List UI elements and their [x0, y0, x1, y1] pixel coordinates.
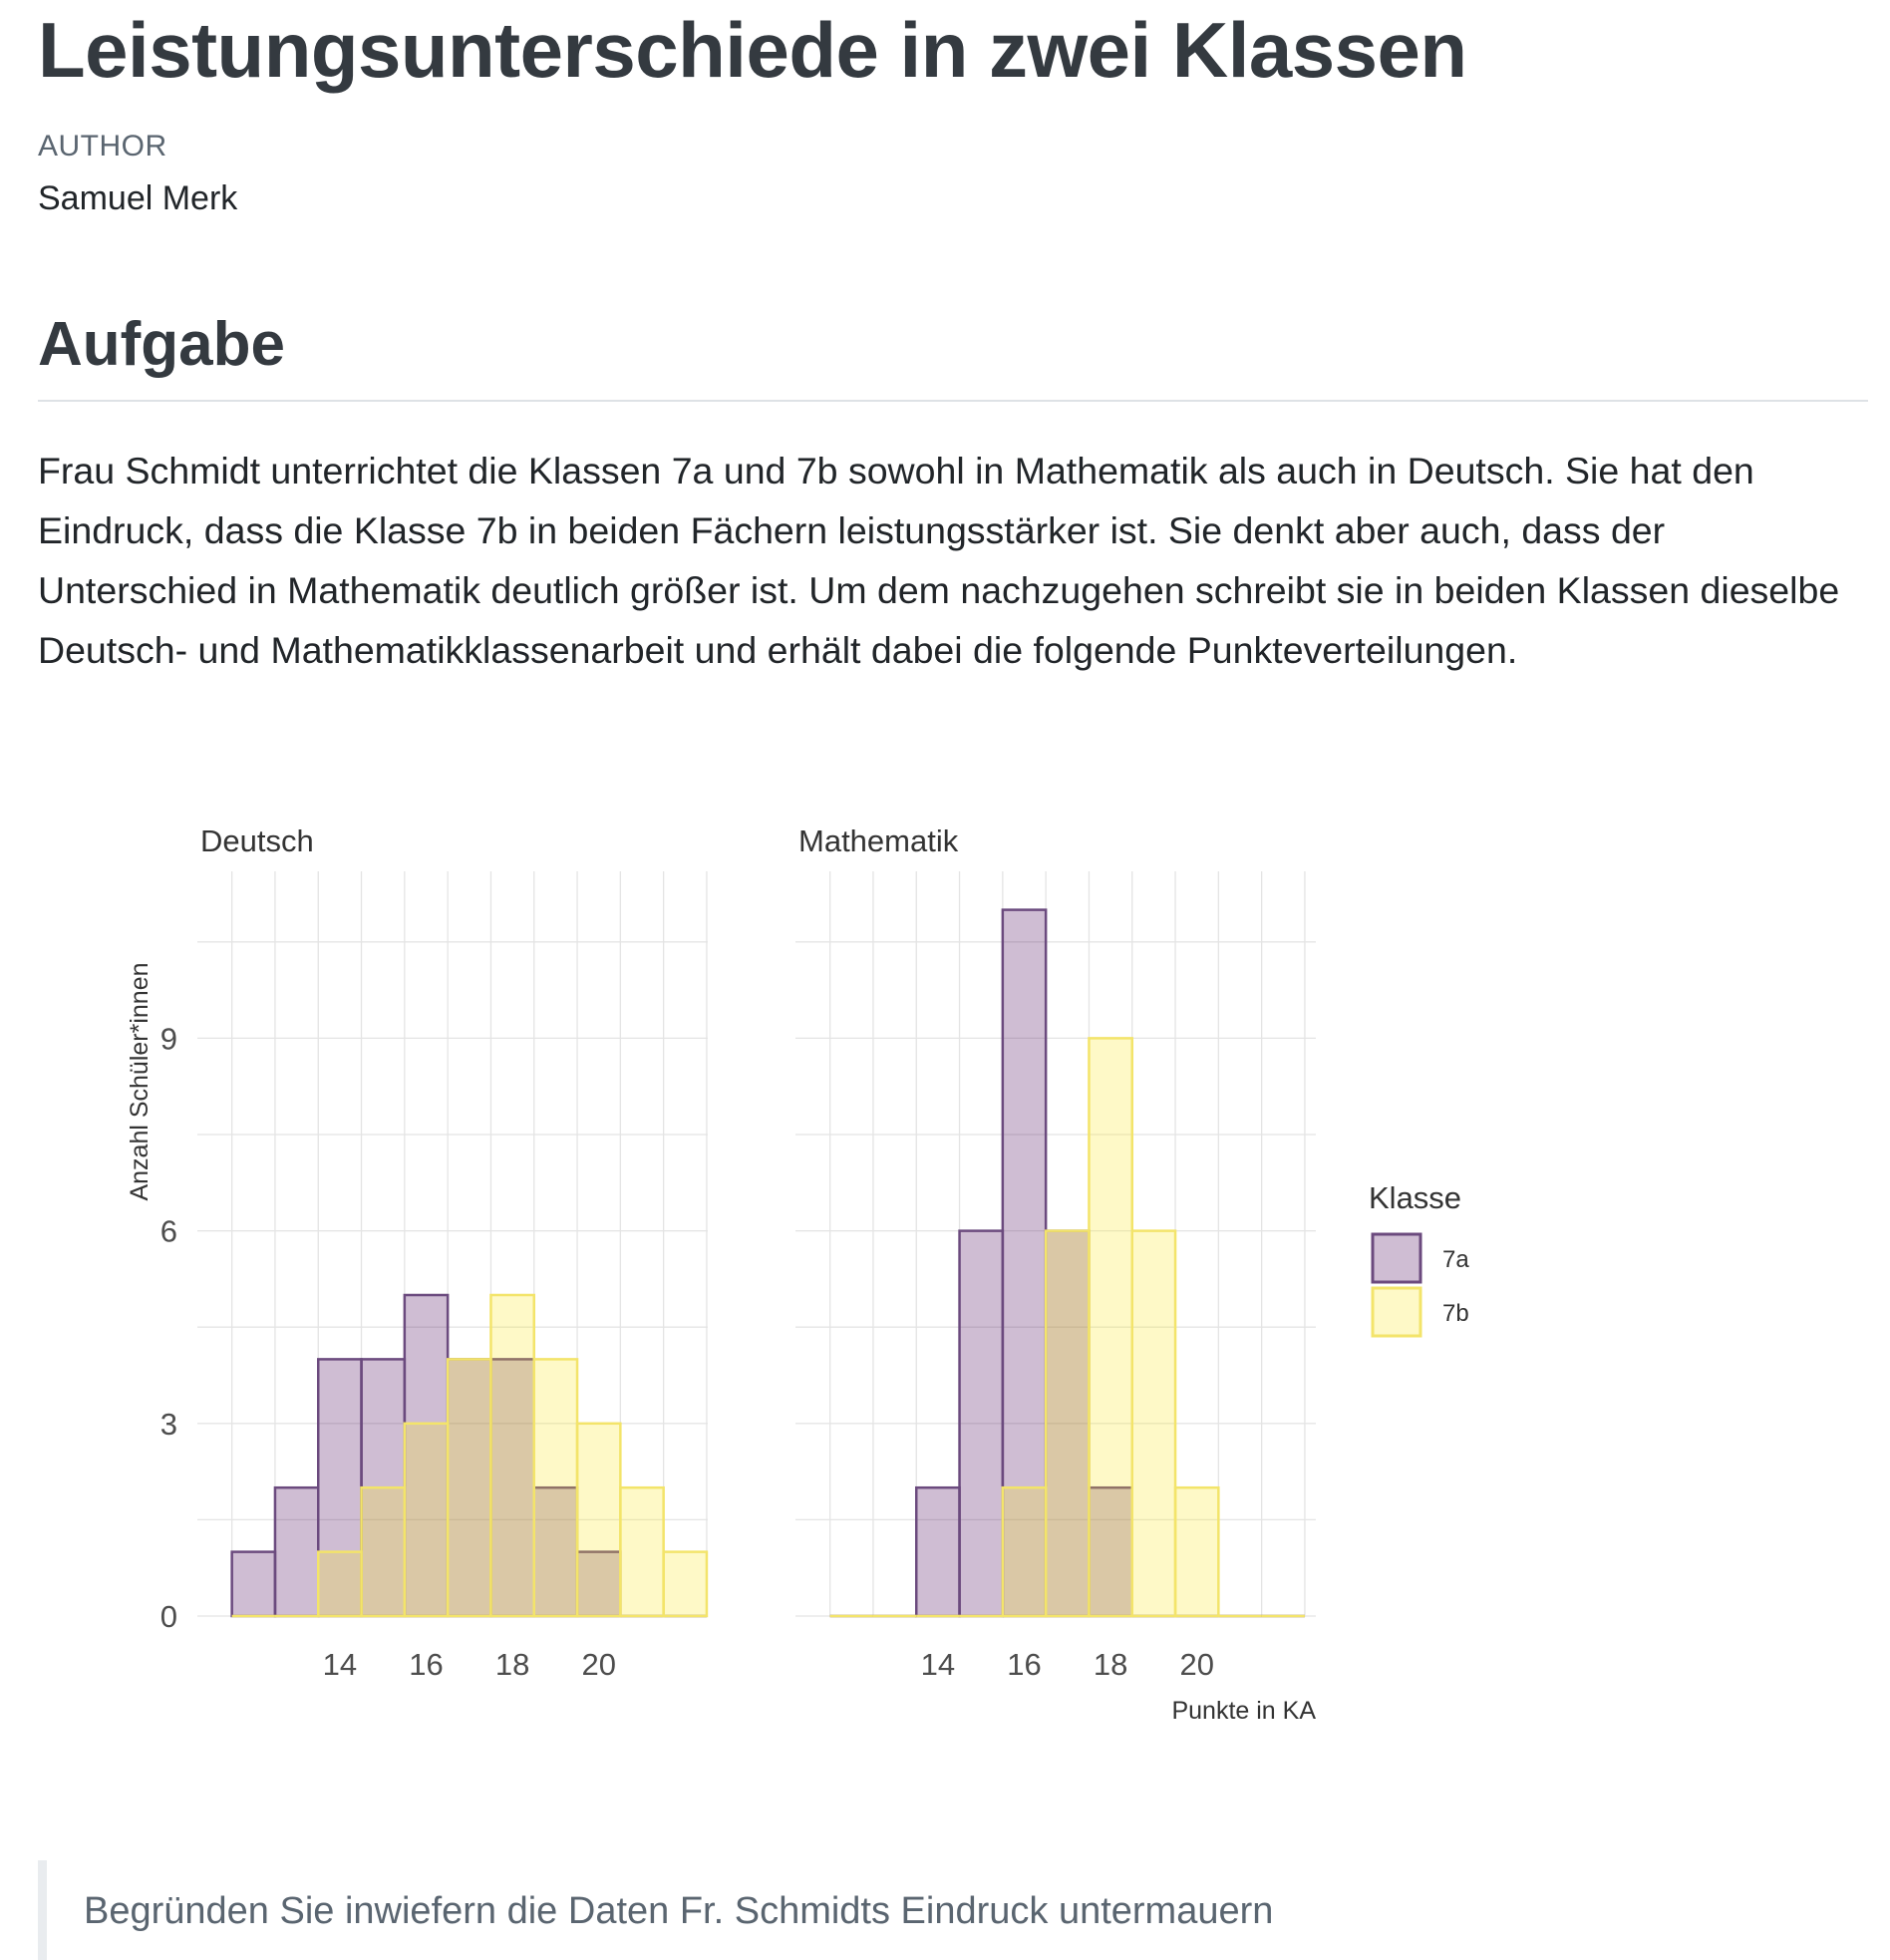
bar-7a — [958, 1229, 1005, 1618]
bar-7b — [1173, 1485, 1220, 1618]
bar-7b — [489, 1293, 536, 1618]
panel-title: Mathematik — [798, 823, 959, 858]
histogram-figure: Deutsch 14 16 18 20 0 3 6 9 Mathematik 14 16 18 20 Anz… — [126, 823, 1469, 1725]
bar-7b — [446, 1358, 492, 1618]
bar-7b — [575, 1422, 622, 1618]
x-tick-label: 20 — [581, 1647, 615, 1682]
x-tick-label: 16 — [409, 1647, 443, 1682]
legend-swatch-7b — [1371, 1286, 1422, 1338]
bar-7b — [662, 1550, 709, 1618]
bar-7a — [1001, 908, 1048, 1618]
legend-title: Klasse — [1369, 1180, 1461, 1215]
x-tick-label: 18 — [1094, 1647, 1127, 1682]
author-label: AUTHOR — [38, 130, 167, 163]
y-tick-label: 9 — [160, 1021, 177, 1056]
y-axis-label: Anzahl Schüler*innen — [126, 962, 154, 1200]
bar-7b — [532, 1358, 579, 1618]
x-axis-label: Punkte in KA — [1171, 1697, 1316, 1725]
task-callout — [38, 1860, 1877, 1960]
task-paragraph: Frau Schmidt unterrichtet die Klassen 7a… — [38, 450, 1840, 671]
legend-swatch-7a — [1371, 1232, 1422, 1284]
panel-title: Deutsch — [200, 823, 314, 858]
legend-label-7a: 7a — [1442, 1246, 1469, 1273]
author-name: Samuel Merk — [38, 179, 238, 217]
bar-7b — [1044, 1229, 1091, 1618]
bar-7b — [317, 1550, 363, 1618]
bar-7a — [230, 1550, 277, 1618]
bar-7b — [403, 1422, 450, 1618]
bar-7b — [1001, 1485, 1048, 1618]
y-tick-label: 3 — [160, 1407, 177, 1442]
legend-label-7b: 7b — [1442, 1300, 1469, 1327]
bar-7b — [1130, 1229, 1177, 1618]
x-tick-label: 14 — [323, 1647, 357, 1682]
bar-7a — [915, 1485, 961, 1618]
y-tick-label: 6 — [160, 1214, 177, 1249]
bar-7b — [1088, 1037, 1133, 1618]
bar-7b — [360, 1485, 407, 1618]
bar-7a — [403, 1293, 450, 1618]
bar-7a — [273, 1485, 320, 1618]
page-title: Leistungsunterschiede in zwei Klassen — [38, 6, 1467, 94]
callout-text: Begründen Sie inwiefern die Daten Fr. Sc… — [84, 1890, 1274, 1932]
section-heading: Aufgabe — [38, 310, 285, 379]
bar-7b — [619, 1485, 665, 1618]
x-tick-label: 18 — [495, 1647, 529, 1682]
x-tick-label: 14 — [921, 1647, 955, 1682]
section-divider — [38, 400, 1868, 402]
x-tick-label: 16 — [1007, 1647, 1041, 1682]
y-tick-label: 0 — [160, 1599, 177, 1634]
x-tick-label: 20 — [1179, 1647, 1213, 1682]
